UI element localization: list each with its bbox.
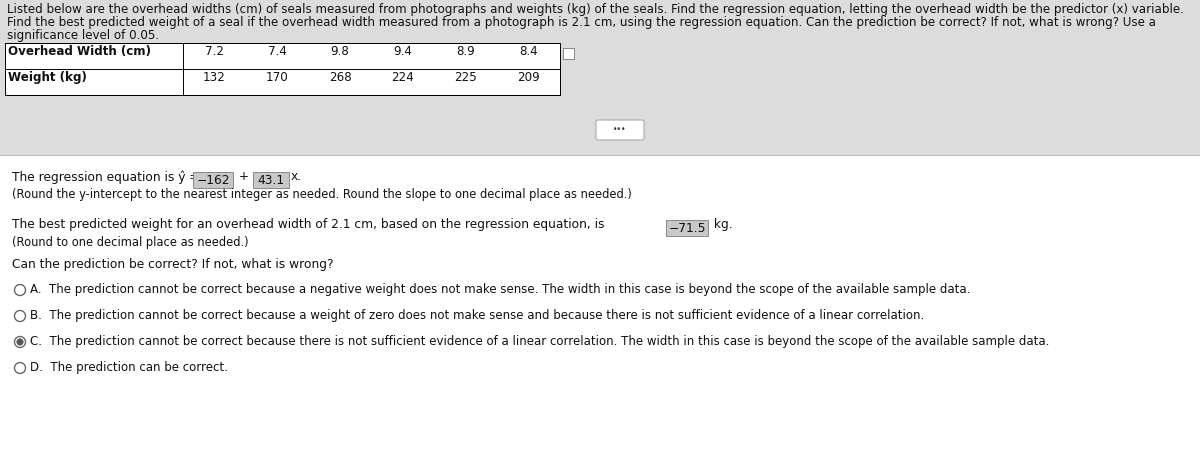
Bar bbox=[5, 43, 560, 95]
Bar bbox=[666, 220, 708, 236]
Text: 132: 132 bbox=[203, 71, 226, 84]
Circle shape bbox=[17, 339, 23, 345]
Text: •••: ••• bbox=[613, 125, 626, 135]
Text: The regression equation is ŷ =: The regression equation is ŷ = bbox=[12, 170, 203, 183]
Text: 43.1: 43.1 bbox=[258, 173, 284, 187]
Text: (Round to one decimal place as needed.): (Round to one decimal place as needed.) bbox=[12, 236, 248, 249]
Circle shape bbox=[14, 284, 25, 295]
Bar bbox=[253, 172, 289, 188]
Text: 9.8: 9.8 bbox=[331, 45, 349, 58]
Text: B.  The prediction cannot be correct because a weight of zero does not make sens: B. The prediction cannot be correct beca… bbox=[30, 309, 924, 322]
Text: Can the prediction be correct? If not, what is wrong?: Can the prediction be correct? If not, w… bbox=[12, 258, 334, 271]
Text: 268: 268 bbox=[329, 71, 352, 84]
Bar bbox=[0, 155, 1200, 453]
Text: −162: −162 bbox=[197, 173, 229, 187]
Text: 224: 224 bbox=[391, 71, 414, 84]
Text: 9.4: 9.4 bbox=[394, 45, 413, 58]
Text: 209: 209 bbox=[517, 71, 540, 84]
FancyBboxPatch shape bbox=[596, 120, 644, 140]
Text: D.  The prediction can be correct.: D. The prediction can be correct. bbox=[30, 361, 227, 374]
Text: 8.4: 8.4 bbox=[520, 45, 538, 58]
Text: 7.2: 7.2 bbox=[205, 45, 224, 58]
Text: kg.: kg. bbox=[710, 218, 733, 231]
Text: −71.5: −71.5 bbox=[668, 222, 706, 235]
Text: 225: 225 bbox=[455, 71, 478, 84]
Text: significance level of 0.05.: significance level of 0.05. bbox=[7, 29, 160, 42]
Text: Find the best predicted weight of a seal if the overhead width measured from a p: Find the best predicted weight of a seal… bbox=[7, 16, 1156, 29]
Text: 8.9: 8.9 bbox=[456, 45, 475, 58]
Circle shape bbox=[14, 362, 25, 374]
Bar bbox=[193, 172, 233, 188]
Text: x.: x. bbox=[292, 170, 302, 183]
Text: (Round the y-intercept to the nearest integer as needed. Round the slope to one : (Round the y-intercept to the nearest in… bbox=[12, 188, 632, 201]
Bar bbox=[563, 48, 574, 59]
Text: The best predicted weight for an overhead width of 2.1 cm, based on the regressi: The best predicted weight for an overhea… bbox=[12, 218, 608, 231]
Circle shape bbox=[14, 337, 25, 347]
Text: Overhead Width (cm): Overhead Width (cm) bbox=[8, 45, 151, 58]
Circle shape bbox=[14, 310, 25, 322]
Text: C.  The prediction cannot be correct because there is not sufficient evidence of: C. The prediction cannot be correct beca… bbox=[30, 335, 1049, 348]
Text: Listed below are the overhead widths (cm) of seals measured from photographs and: Listed below are the overhead widths (cm… bbox=[7, 3, 1184, 16]
Text: 170: 170 bbox=[266, 71, 289, 84]
Text: 7.4: 7.4 bbox=[268, 45, 287, 58]
Text: +: + bbox=[235, 170, 253, 183]
Text: Weight (kg): Weight (kg) bbox=[8, 71, 86, 84]
Text: A.  The prediction cannot be correct because a negative weight does not make sen: A. The prediction cannot be correct beca… bbox=[30, 283, 970, 296]
